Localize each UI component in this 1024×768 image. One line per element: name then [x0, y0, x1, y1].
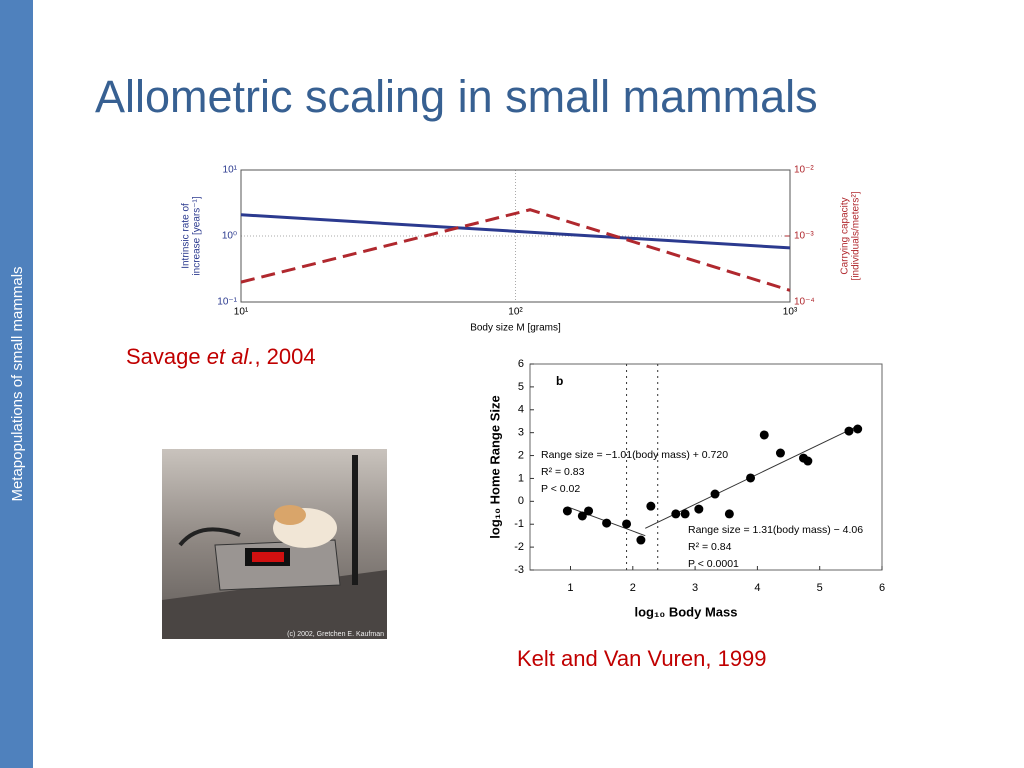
sidebar-band	[0, 0, 33, 768]
y2-tick-label: 10⁻²	[794, 165, 814, 176]
photo-digits	[252, 552, 284, 562]
y-axis-label: log₁₀ Home Range Size	[487, 395, 502, 538]
citation: Savage et al., 2004	[126, 344, 316, 369]
y-tick-label: 10¹	[223, 165, 238, 176]
y-tick-label: 2	[518, 449, 524, 461]
data-point	[746, 473, 756, 483]
citation: Kelt and Van Vuren, 1999	[517, 646, 767, 671]
y-axis-label: Intrinsic rate of	[181, 203, 192, 269]
photo-cord	[352, 455, 358, 585]
data-point	[562, 506, 572, 516]
y-tick-label: 0	[518, 495, 524, 507]
data-point	[759, 430, 769, 440]
y-tick-label: 10⁰	[222, 231, 237, 242]
data-point	[803, 456, 813, 466]
slide-title: Allometric scaling in small mammals	[95, 71, 818, 122]
photo-caption: (c) 2002, Gretchen E. Kaufman	[287, 631, 384, 638]
fit-annotation: P < 0.0001	[688, 558, 739, 570]
data-point	[775, 448, 785, 458]
plot-frame	[240, 169, 791, 303]
data-point	[844, 426, 854, 436]
data-point	[694, 504, 704, 514]
x-tick-label: 3	[692, 582, 698, 594]
series-line	[240, 213, 791, 250]
data-point	[602, 518, 612, 528]
citation-part: Savage	[126, 344, 207, 369]
data-point	[622, 519, 632, 529]
citation-part: , 2004	[254, 344, 315, 369]
x-tick-label: 5	[817, 582, 823, 594]
y2-axis-label: [individuals/meters²]	[851, 191, 862, 280]
fit-annotation: R² = 0.83	[541, 466, 585, 478]
plot-frame	[529, 363, 883, 571]
x-tick-label: 4	[754, 582, 760, 594]
y-tick-label: 1	[518, 472, 524, 484]
sidebar-text: Metapopulations of small mammals	[9, 266, 26, 501]
y2-axis-label: Carrying capacity	[840, 197, 851, 274]
citation-part: et al.	[207, 344, 255, 369]
data-point	[710, 489, 720, 499]
y-tick-label: 10⁻¹	[217, 297, 237, 308]
y-tick-label: -1	[514, 518, 524, 530]
y-tick-label: 3	[518, 427, 524, 439]
photo: (c) 2002, Gretchen E. Kaufman	[162, 449, 387, 639]
fit-annotation: P < 0.02	[541, 483, 580, 495]
y-tick-label: 4	[518, 404, 524, 416]
y-tick-label: 5	[518, 381, 524, 393]
x-axis-label: Body size M [grams]	[470, 323, 561, 334]
fit-annotation: R² = 0.84	[688, 541, 732, 553]
series-line	[240, 208, 791, 292]
data-point	[636, 535, 646, 545]
y-tick-label: 6	[518, 358, 524, 370]
x-tick-label: 2	[630, 582, 636, 594]
y-tick-label: -2	[514, 541, 524, 553]
x-axis-label: log₁₀ Body Mass	[635, 604, 738, 619]
x-tick-label: 10¹	[234, 307, 249, 318]
y-tick-label: -3	[514, 564, 524, 576]
photo-cable	[178, 527, 241, 547]
photo-table	[162, 570, 387, 639]
data-point	[680, 509, 690, 519]
data-point	[646, 501, 656, 511]
data-point	[584, 506, 594, 516]
fit-annotation: Range size = 1.31(body mass) − 4.06	[688, 524, 863, 536]
x-tick-label: 10²	[508, 307, 523, 318]
data-point	[671, 509, 681, 519]
x-tick-label: 10³	[783, 307, 798, 318]
panel-label: b	[556, 374, 563, 388]
y2-tick-label: 10⁻³	[794, 231, 814, 242]
x-tick-label: 1	[567, 582, 573, 594]
data-point	[577, 511, 587, 521]
photo-mouse-patch	[274, 505, 306, 525]
y2-tick-label: 10⁻⁴	[794, 297, 815, 308]
y-axis-label: increase [years⁻¹]	[192, 196, 203, 275]
x-tick-label: 6	[879, 582, 885, 594]
data-point	[724, 509, 734, 519]
data-point	[853, 424, 863, 434]
fit-annotation: Range size = −1.01(body mass) + 0.720	[541, 449, 728, 461]
